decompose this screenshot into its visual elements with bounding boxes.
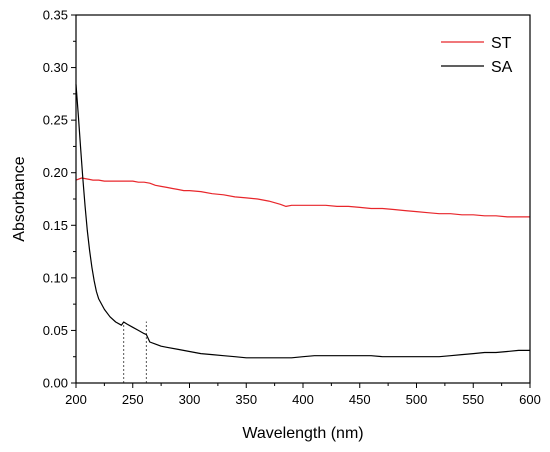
x-tick-label: 400 — [292, 392, 314, 407]
x-tick-label: 250 — [122, 392, 144, 407]
y-tick-label: 0.25 — [43, 113, 68, 128]
y-tick-label: 0.15 — [43, 218, 68, 233]
y-tick-label: 0.10 — [43, 270, 68, 285]
x-tick-label: 300 — [179, 392, 201, 407]
x-tick-label: 450 — [349, 392, 371, 407]
y-tick-label: 0.05 — [43, 323, 68, 338]
x-axis-title: Wavelength (nm) — [242, 425, 363, 442]
x-tick-label: 600 — [519, 392, 541, 407]
series-line-st — [75, 177, 530, 218]
y-tick-label: 0.30 — [43, 60, 68, 75]
legend: ST SA — [441, 35, 513, 76]
axes: 200 250 300 350 400 450 500 550 600 0.00 0.05 0.10 0… — [11, 8, 541, 443]
y-tick-label: 0.35 — [43, 8, 68, 23]
x-tick-label: 550 — [462, 392, 484, 407]
x-tick-label: 350 — [235, 392, 257, 407]
legend-label-sa: SA — [491, 59, 513, 76]
y-tick-label: 0.20 — [43, 165, 68, 180]
y-axis-title: Absorbance — [11, 156, 28, 241]
legend-label-st: ST — [491, 35, 512, 52]
series-line-sa — [75, 84, 530, 359]
x-tick-label: 500 — [406, 392, 428, 407]
y-tick-label: 0.00 — [43, 376, 68, 391]
plot-frame — [75, 14, 531, 384]
x-tick-label: 200 — [65, 392, 87, 407]
plot-marks — [75, 84, 530, 383]
